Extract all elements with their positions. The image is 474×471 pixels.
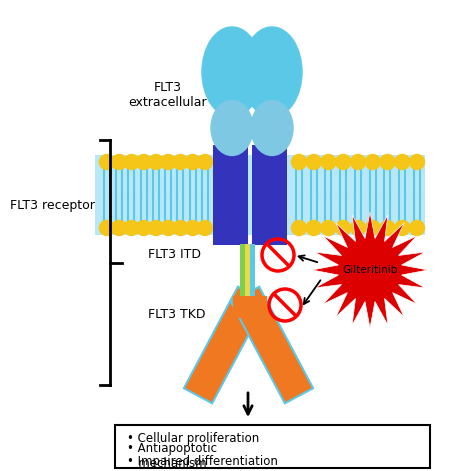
Circle shape — [112, 154, 127, 170]
Circle shape — [292, 154, 307, 170]
Circle shape — [124, 154, 139, 170]
Circle shape — [410, 154, 425, 170]
Circle shape — [306, 154, 321, 170]
Bar — [250, 244, 255, 310]
Circle shape — [112, 220, 127, 236]
Circle shape — [136, 220, 151, 236]
Text: FLT3
extracellular: FLT3 extracellular — [128, 81, 207, 109]
Circle shape — [136, 154, 151, 170]
Circle shape — [161, 220, 176, 236]
Circle shape — [173, 220, 188, 236]
Ellipse shape — [202, 27, 262, 117]
Circle shape — [395, 154, 410, 170]
Circle shape — [336, 154, 351, 170]
Bar — [95, 155, 425, 235]
Ellipse shape — [211, 100, 253, 155]
Circle shape — [161, 154, 176, 170]
Text: FLT3 receptor: FLT3 receptor — [10, 198, 95, 211]
Text: • Antiapoptotic
   mechanism: • Antiapoptotic mechanism — [127, 442, 217, 470]
Circle shape — [321, 154, 336, 170]
Ellipse shape — [251, 100, 293, 155]
Circle shape — [198, 154, 212, 170]
Polygon shape — [184, 287, 266, 403]
Circle shape — [380, 220, 395, 236]
Bar — [115, 425, 430, 468]
Circle shape — [148, 220, 164, 236]
Circle shape — [365, 220, 380, 236]
Circle shape — [380, 154, 395, 170]
Circle shape — [410, 220, 425, 236]
Circle shape — [173, 154, 188, 170]
Polygon shape — [231, 287, 313, 403]
Circle shape — [395, 220, 410, 236]
Polygon shape — [312, 212, 428, 328]
Bar — [240, 244, 246, 310]
Circle shape — [185, 154, 200, 170]
Text: Gilteritinib: Gilteritinib — [342, 265, 398, 275]
Circle shape — [350, 220, 365, 236]
Circle shape — [100, 154, 115, 170]
Circle shape — [198, 220, 212, 236]
Circle shape — [321, 220, 336, 236]
Text: FLT3 TKD: FLT3 TKD — [148, 309, 206, 322]
Bar — [246, 244, 250, 310]
Circle shape — [350, 154, 365, 170]
Circle shape — [185, 220, 200, 236]
Bar — [233, 296, 267, 318]
Circle shape — [124, 220, 139, 236]
Circle shape — [148, 154, 164, 170]
Bar — [252, 145, 287, 245]
Ellipse shape — [242, 27, 302, 117]
Circle shape — [365, 154, 380, 170]
Circle shape — [292, 220, 307, 236]
Circle shape — [306, 220, 321, 236]
Text: FLT3 ITD: FLT3 ITD — [148, 249, 201, 261]
Bar — [213, 145, 248, 245]
Circle shape — [100, 220, 115, 236]
Circle shape — [336, 220, 351, 236]
Text: • Cellular proliferation: • Cellular proliferation — [127, 432, 259, 445]
Text: • Impaired differentiation: • Impaired differentiation — [127, 455, 278, 468]
